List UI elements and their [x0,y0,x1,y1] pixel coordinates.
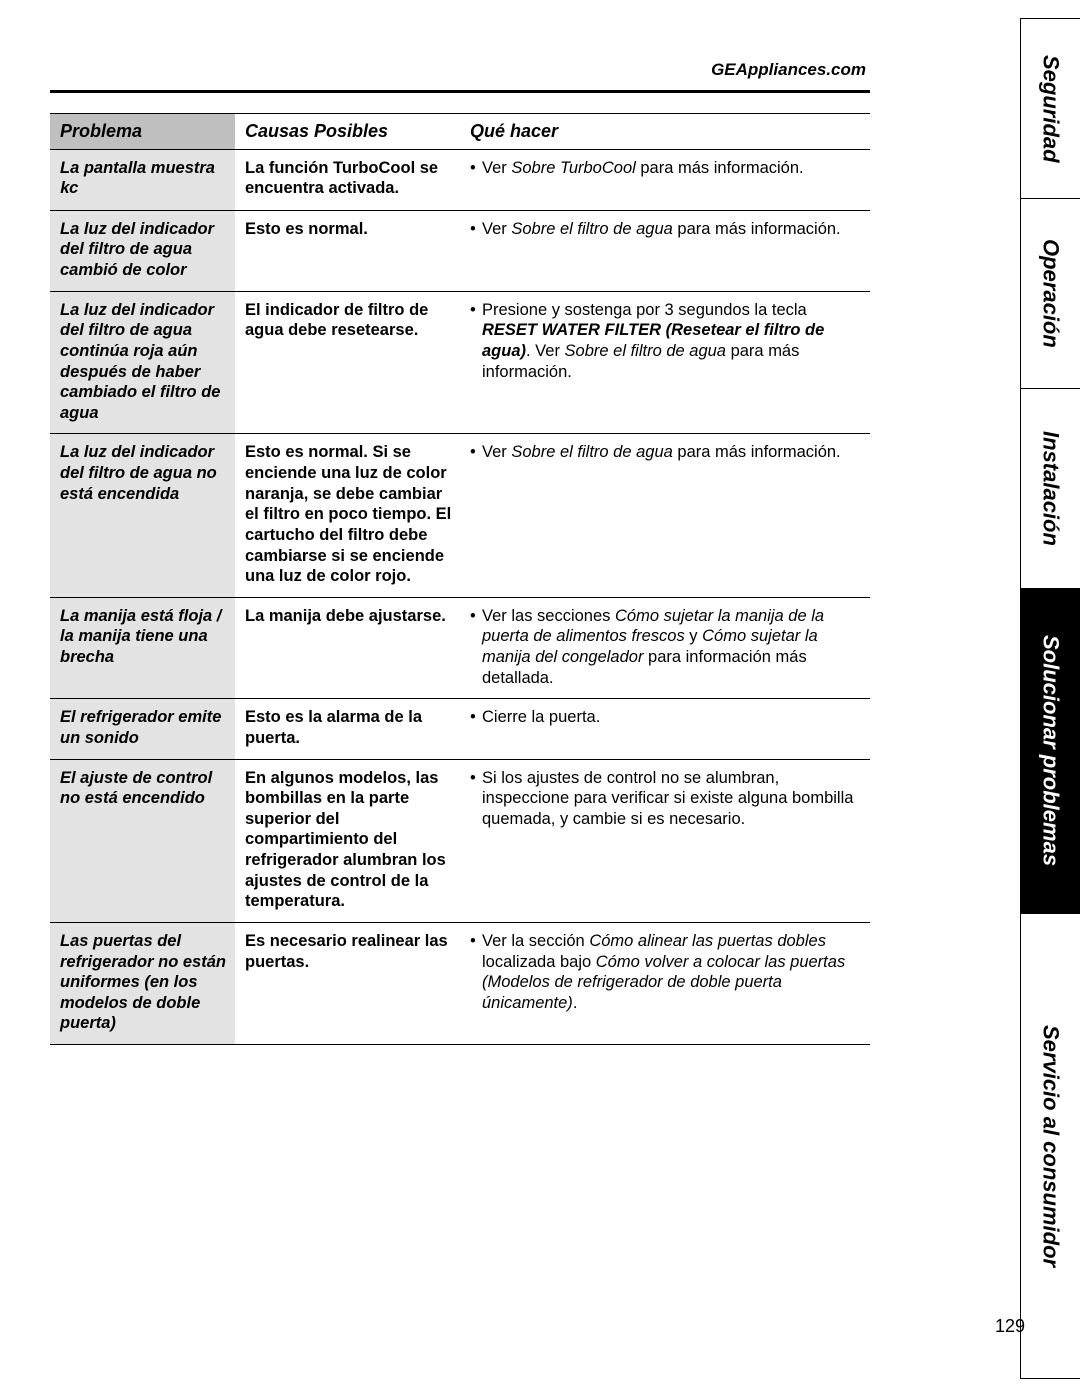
causes-cell: La manija debe ajustarse. [235,597,460,699]
col-header-what: Qué hacer [460,114,870,150]
problem-cell: La manija está floja / la manija tiene u… [50,597,235,699]
troubleshooting-table: Problema Causas Posibles Qué hacer La pa… [50,113,870,1045]
causes-cell: Es necesario realinear las puertas. [235,922,460,1044]
table-row: La luz del indicador del filtro de agua … [50,434,870,597]
causes-cell: Esto es normal. [235,210,460,291]
table-row: Las puertas del refrigerador no están un… [50,922,870,1044]
causes-cell: Esto es normal. Si se enciende una luz d… [235,434,460,597]
problem-cell: El ajuste de control no está encendido [50,759,235,922]
table-body: La pantalla muestra kcLa función TurboCo… [50,149,870,1045]
what-cell: •Ver la sección Cómo alinear las puertas… [460,922,870,1044]
problem-cell: La luz del indicador del filtro de agua … [50,434,235,597]
what-cell: •Cierre la puerta. [460,699,870,759]
side-tab[interactable]: Seguridad [1021,19,1080,199]
page-root: GEAppliances.com Problema Causas Posible… [0,0,1080,1397]
top-divider [50,90,870,93]
causes-cell: La función TurboCool se encuentra activa… [235,149,460,210]
col-header-causes: Causas Posibles [235,114,460,150]
causes-cell: Esto es la alarma de la puerta. [235,699,460,759]
table-header-row: Problema Causas Posibles Qué hacer [50,114,870,150]
what-cell: •Ver Sobre el filtro de agua para más in… [460,210,870,291]
table-row: La luz del indicador del filtro de agua … [50,210,870,291]
problem-cell: Las puertas del refrigerador no están un… [50,922,235,1044]
side-tab[interactable]: Servicio al consumidor [1021,914,1080,1378]
problem-cell: La pantalla muestra kc [50,149,235,210]
side-tabs: SeguridadOperaciónInstalaciónSolucionar … [1020,18,1080,1379]
causes-cell: El indicador de filtro de agua debe rese… [235,291,460,434]
side-tab[interactable]: Solucionar problemas [1021,589,1080,914]
causes-cell: En algunos modelos, las bombillas en la … [235,759,460,922]
table-row: La pantalla muestra kcLa función TurboCo… [50,149,870,210]
what-cell: •Ver Sobre TurboCool para más informació… [460,149,870,210]
content-area: GEAppliances.com Problema Causas Posible… [50,60,870,1045]
problem-cell: La luz del indicador del filtro de agua … [50,210,235,291]
what-cell: •Si los ajustes de control no se alumbra… [460,759,870,922]
table-row: La manija está floja / la manija tiene u… [50,597,870,699]
table-row: El refrigerador emite un sonidoEsto es l… [50,699,870,759]
col-header-problem: Problema [50,114,235,150]
what-cell: •Ver Sobre el filtro de agua para más in… [460,434,870,597]
what-cell: •Ver las secciones Cómo sujetar la manij… [460,597,870,699]
side-tab[interactable]: Operación [1021,199,1080,389]
table-row: La luz del indicador del filtro de agua … [50,291,870,434]
side-tab[interactable]: Instalación [1021,389,1080,589]
problem-cell: El refrigerador emite un sonido [50,699,235,759]
what-cell: •Presione y sostenga por 3 segundos la t… [460,291,870,434]
problem-cell: La luz del indicador del filtro de agua … [50,291,235,434]
table-row: El ajuste de control no está encendidoEn… [50,759,870,922]
header-url: GEAppliances.com [50,60,870,90]
